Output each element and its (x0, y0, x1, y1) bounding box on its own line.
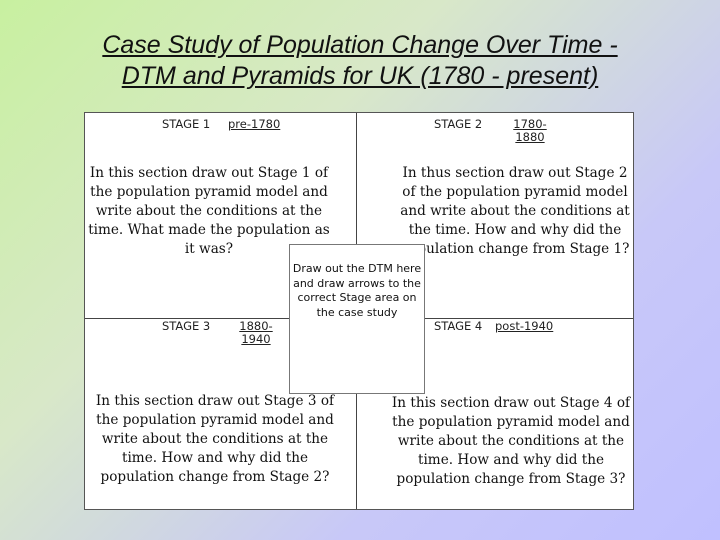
stage-4-period: post-1940 (495, 319, 554, 333)
stage-1-instruction: In this section draw out Stage 1 of the … (88, 165, 330, 257)
stage-2-period: 1780- 1880 (505, 118, 555, 144)
slide-title: Case Study of Population Change Over Tim… (0, 30, 720, 92)
stage-4-instruction: In this section draw out Stage 4 of the … (391, 395, 631, 487)
stage-2-label: STAGE 2 (434, 117, 483, 131)
slide-title-line-1: Case Study of Population Change Over Tim… (102, 31, 618, 59)
slide-title-line-2: DTM and Pyramids for UK (1780 - present) (121, 62, 599, 90)
stage-3-period-line-2: 1940 (241, 332, 271, 346)
dtm-center-box: Draw out the DTM here and draw arrows to… (289, 244, 425, 394)
stage-1-period: pre-1780 (228, 117, 281, 131)
stage-3-period: 1880- 1940 (233, 320, 279, 346)
worksheet: STAGE 1 pre-1780 In this section draw ou… (84, 112, 634, 510)
stage-2-period-line-2: 1880 (515, 130, 545, 144)
dtm-instruction: Draw out the DTM here and draw arrows to… (292, 262, 422, 319)
stage-1-label: STAGE 1 (162, 117, 211, 131)
stage-3-period-line-1: 1880- (239, 319, 273, 333)
stage-3-instruction: In this section draw out Stage 3 of the … (95, 393, 335, 485)
stage-2-instruction: In thus section draw out Stage 2 of the … (400, 165, 630, 257)
stage-4-label: STAGE 4 (434, 319, 483, 333)
stage-2-period-line-1: 1780- (513, 117, 547, 131)
stage-3-label: STAGE 3 (162, 319, 211, 333)
